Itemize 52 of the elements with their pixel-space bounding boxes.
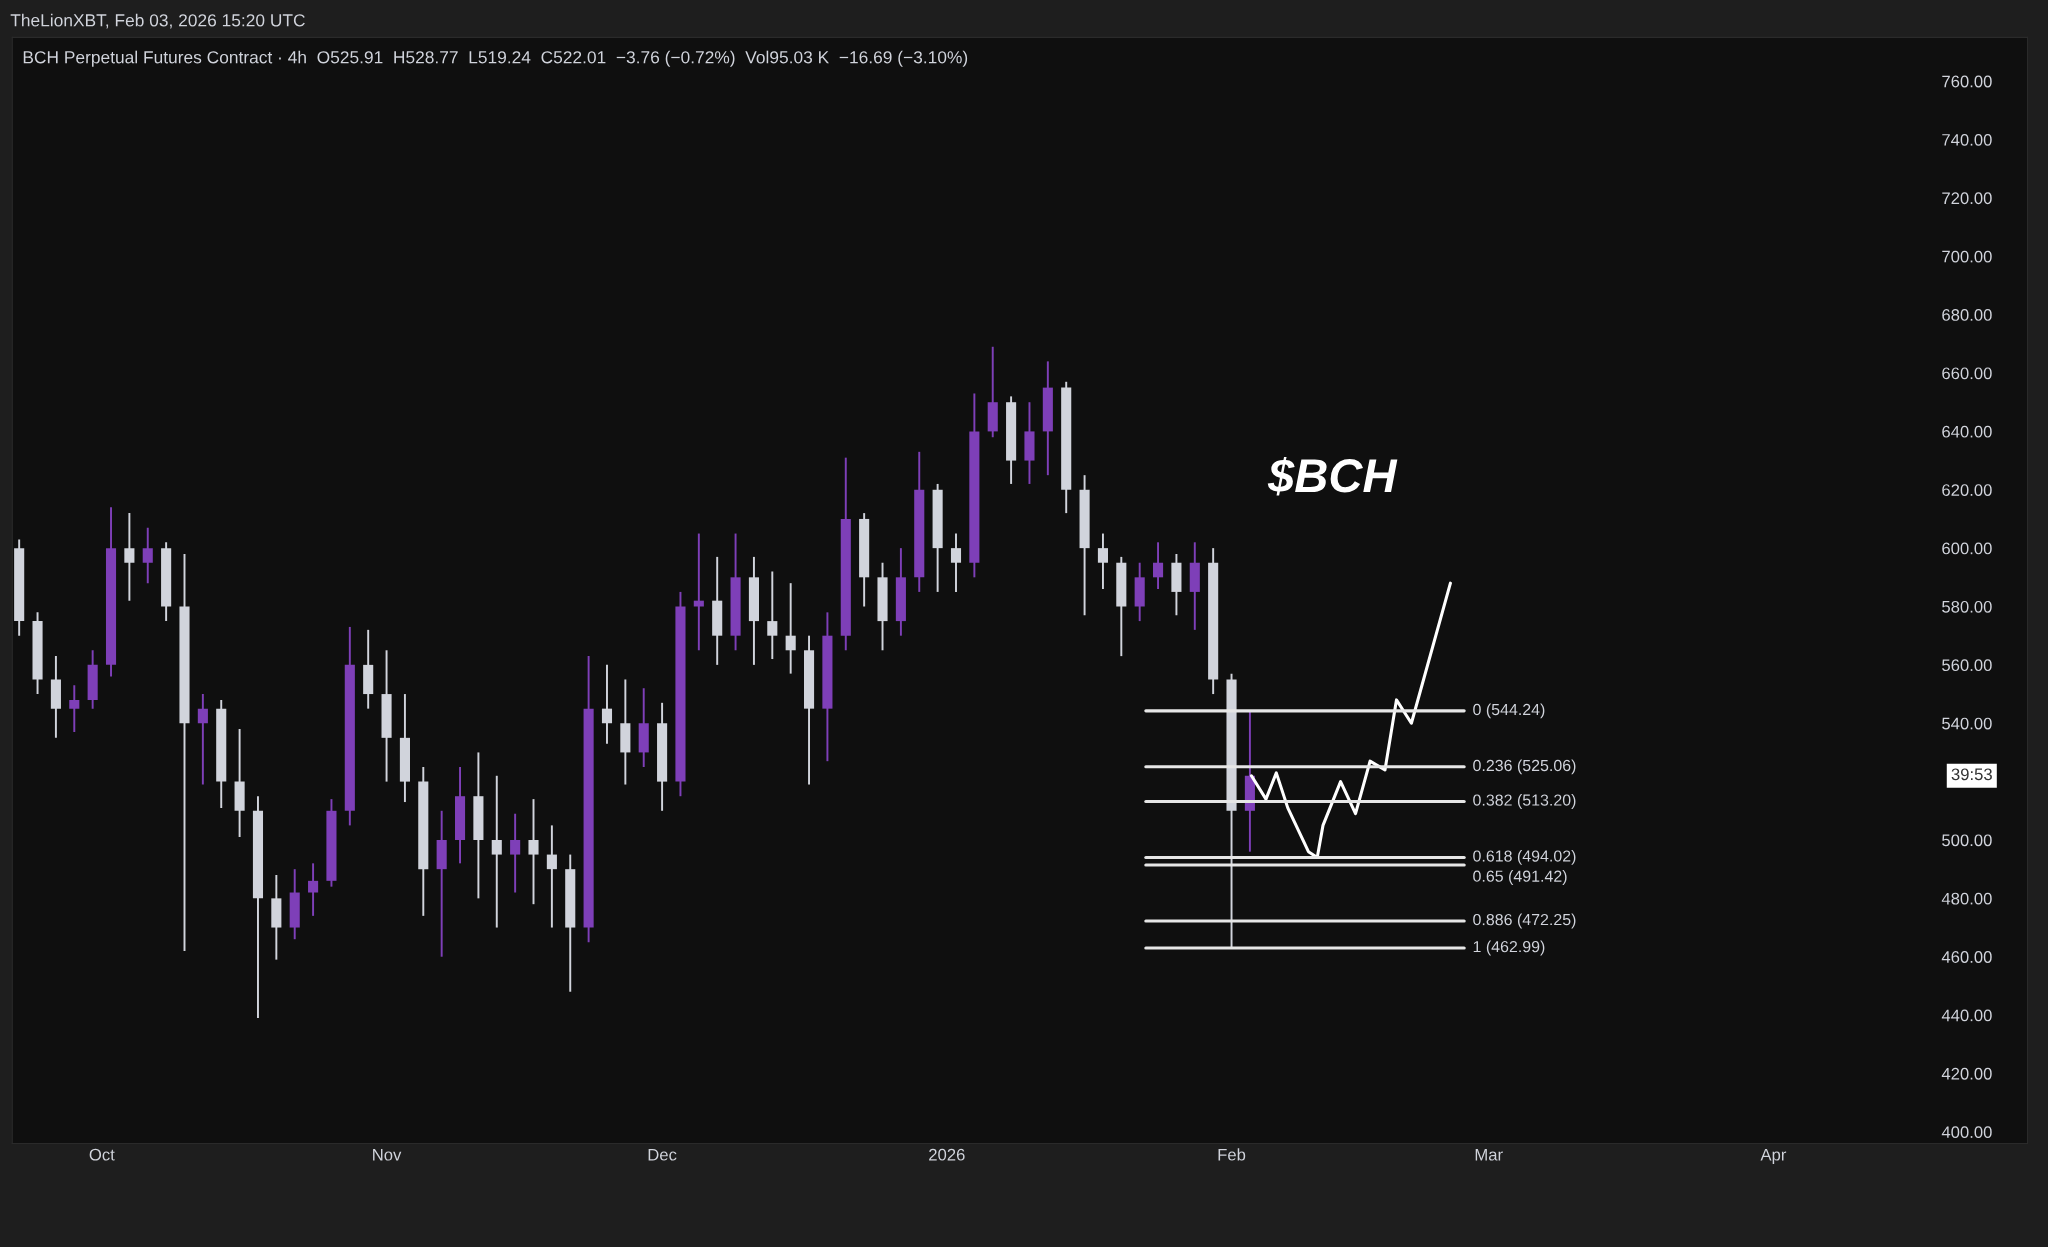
x-tick-label: Apr bbox=[1760, 1148, 1787, 1164]
y-tick-label: 720.00 bbox=[1942, 192, 1992, 205]
y-tick-label: 700.00 bbox=[1942, 250, 1992, 263]
series-label: 0.382 (513.20) bbox=[1473, 794, 1576, 809]
candlestick bbox=[1153, 541, 1164, 590]
candlestick bbox=[510, 812, 521, 894]
y-tick-label: 560.00 bbox=[1942, 659, 1992, 672]
candlestick bbox=[142, 526, 153, 585]
x-tick-label: Mar bbox=[1475, 1148, 1503, 1161]
x-tick-label: Nov bbox=[373, 1148, 402, 1161]
x-tick-label: 2026 bbox=[929, 1148, 965, 1161]
candlestick bbox=[491, 774, 502, 929]
candlestick bbox=[69, 684, 80, 733]
y-tick-label: 740.00 bbox=[1942, 133, 1992, 146]
y-tick-label: 480.00 bbox=[1941, 892, 1992, 905]
x-tick-label: Feb bbox=[1218, 1148, 1246, 1161]
y-tick-label: 620.00 bbox=[1942, 484, 1992, 496]
y-tick-label: 420.00 bbox=[1941, 1067, 1992, 1080]
y-tick-label: 460.00 bbox=[1941, 951, 1992, 963]
candlestick bbox=[601, 663, 613, 745]
series-label: 0.65 (491.42) bbox=[1473, 870, 1567, 885]
series-label: 1 (462.99) bbox=[1473, 940, 1545, 956]
y-tick-label: 640.00 bbox=[1942, 425, 1992, 438]
candlestick bbox=[767, 570, 778, 661]
candlestick bbox=[124, 512, 135, 602]
candlestick bbox=[785, 582, 796, 675]
annotation: $BCH bbox=[1267, 457, 1398, 496]
candlestick bbox=[1097, 532, 1108, 590]
candlestick bbox=[197, 693, 208, 786]
y-tick-label: 680.00 bbox=[1942, 309, 1992, 321]
text: BCH Perpetual Futures Contract · 4h O525.91 H528.77 L519.24 C522.01 −3.76 (−0.72%) Vol95.03 K −16.69 (−3.10%) bbox=[23, 50, 968, 67]
series-label: 0.886 (472.25) bbox=[1473, 913, 1576, 929]
x-tick-label: Dec bbox=[648, 1148, 677, 1161]
x-tick-label: Oct bbox=[89, 1148, 115, 1161]
series-label: 0 (544.24) bbox=[1473, 703, 1545, 719]
y-tick-label: 580.00 bbox=[1942, 600, 1992, 613]
y-tick-label: 540.00 bbox=[1942, 717, 1992, 730]
candlestick bbox=[528, 798, 539, 906]
text: TheLionXBT, Feb 03, 2026 15:20 UTC bbox=[10, 13, 305, 29]
candlestick bbox=[950, 532, 962, 593]
y-tick-label: 600.00 bbox=[1942, 542, 1992, 555]
annotation: 39:53 bbox=[1951, 768, 1992, 781]
y-tick-label: 400.00 bbox=[1941, 1126, 1992, 1139]
y-tick-label: 500.00 bbox=[1942, 834, 1992, 847]
series-label: 0.236 (525.06) bbox=[1473, 759, 1576, 775]
candlestick bbox=[693, 532, 704, 652]
candlestick bbox=[308, 862, 319, 917]
y-tick-label: 660.00 bbox=[1942, 367, 1992, 380]
y-tick-label: 440.00 bbox=[1941, 1009, 1992, 1022]
y-tick-label: 760.00 bbox=[1942, 75, 1992, 88]
candlestick bbox=[546, 824, 557, 929]
series-label: 0.618 (494.02) bbox=[1473, 849, 1576, 865]
